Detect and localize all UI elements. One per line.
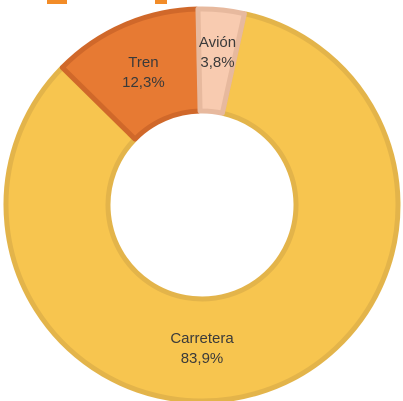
slice-label-value: 12,3% bbox=[122, 74, 165, 91]
slice-label-category: Carretera bbox=[170, 330, 234, 347]
title-fragment-right bbox=[155, 0, 167, 4]
slice-label-value: 83,9% bbox=[181, 350, 224, 367]
slice-label-category: Avión bbox=[199, 34, 236, 51]
donut-labels: Carretera 83,9% Tren 12,3% Avión 3,8% bbox=[122, 34, 236, 367]
title-fragment-left bbox=[47, 0, 67, 4]
slice-label-value: 3,8% bbox=[200, 54, 234, 71]
donut-slices bbox=[3, 6, 401, 401]
slice-label-category: Tren bbox=[128, 54, 158, 71]
slice-avion bbox=[195, 6, 247, 116]
